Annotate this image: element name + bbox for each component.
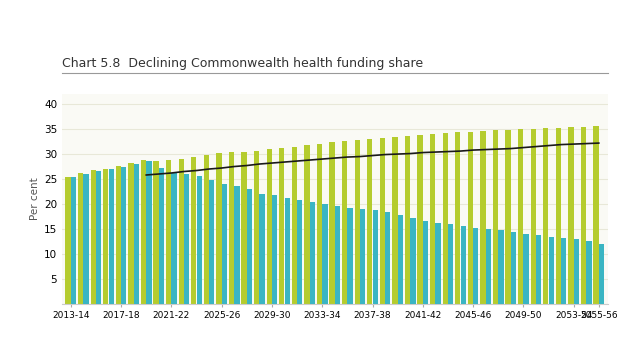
Bar [322, 204, 327, 304]
Bar [260, 194, 265, 304]
Bar [360, 209, 365, 304]
Bar [536, 235, 541, 304]
Bar [78, 173, 83, 304]
Bar [581, 127, 586, 304]
Bar [531, 129, 536, 304]
Bar [71, 178, 76, 304]
Bar [116, 166, 121, 304]
Bar [493, 130, 498, 304]
Bar [373, 210, 378, 304]
Bar [222, 184, 227, 304]
Bar [599, 244, 604, 304]
Bar [197, 177, 202, 304]
Bar [65, 177, 71, 304]
Bar [254, 150, 259, 304]
Bar [556, 128, 561, 304]
Bar [159, 168, 164, 304]
Bar [505, 129, 511, 304]
Bar [593, 126, 599, 304]
Bar [128, 163, 133, 304]
Bar [96, 171, 101, 304]
Bar [122, 167, 126, 304]
Bar [486, 229, 491, 304]
Bar [209, 180, 215, 304]
Bar [455, 132, 461, 304]
Bar [146, 161, 152, 304]
Bar [385, 213, 391, 304]
Bar [216, 153, 221, 304]
Bar [430, 134, 435, 304]
Bar [279, 148, 285, 304]
Bar [184, 174, 189, 304]
Bar [435, 223, 441, 304]
Bar [229, 152, 234, 304]
Bar [317, 143, 322, 304]
Bar [549, 237, 554, 304]
Bar [153, 161, 159, 304]
Bar [448, 224, 453, 304]
Bar [285, 198, 290, 304]
Bar [587, 241, 591, 304]
Bar [417, 135, 423, 304]
Bar [272, 195, 277, 304]
Bar [267, 149, 272, 304]
Legend: Pre 2014-15 Commonwealth Budget, Current, Extension of Current Agreement past 20: Pre 2014-15 Commonwealth Budget, Current… [66, 346, 533, 349]
Bar [379, 138, 385, 304]
Bar [329, 142, 335, 304]
Bar [234, 186, 240, 304]
Bar [108, 169, 114, 304]
Bar [473, 228, 479, 304]
Bar [574, 239, 579, 304]
Bar [291, 147, 297, 304]
Bar [518, 129, 523, 304]
Bar [166, 159, 171, 304]
Bar [398, 215, 403, 304]
Bar [241, 151, 247, 304]
Bar [498, 230, 503, 304]
Bar [511, 232, 516, 304]
Text: Chart 5.8  Declining Commonwealth health funding share: Chart 5.8 Declining Commonwealth health … [62, 57, 423, 70]
Bar [191, 157, 197, 304]
Bar [410, 218, 415, 304]
Bar [561, 238, 567, 304]
Bar [304, 145, 309, 304]
Bar [342, 141, 347, 304]
Bar [569, 127, 574, 304]
Bar [134, 164, 139, 304]
Bar [84, 173, 89, 304]
Bar [423, 221, 428, 304]
Bar [355, 140, 360, 304]
Bar [443, 133, 448, 304]
Bar [103, 169, 108, 304]
Bar [523, 234, 529, 304]
Bar [461, 227, 466, 304]
Bar [141, 160, 146, 304]
Bar [297, 200, 303, 304]
Bar [347, 208, 353, 304]
Bar [310, 202, 315, 304]
Bar [247, 189, 252, 304]
Bar [367, 139, 373, 304]
Bar [91, 170, 96, 304]
Bar [467, 132, 473, 304]
Bar [392, 136, 397, 304]
Bar [172, 172, 177, 304]
Bar [480, 131, 485, 304]
Bar [543, 128, 548, 304]
Bar [179, 158, 184, 304]
Bar [204, 155, 209, 304]
Y-axis label: Per cent: Per cent [30, 178, 40, 220]
Bar [335, 206, 340, 304]
Bar [405, 136, 410, 304]
